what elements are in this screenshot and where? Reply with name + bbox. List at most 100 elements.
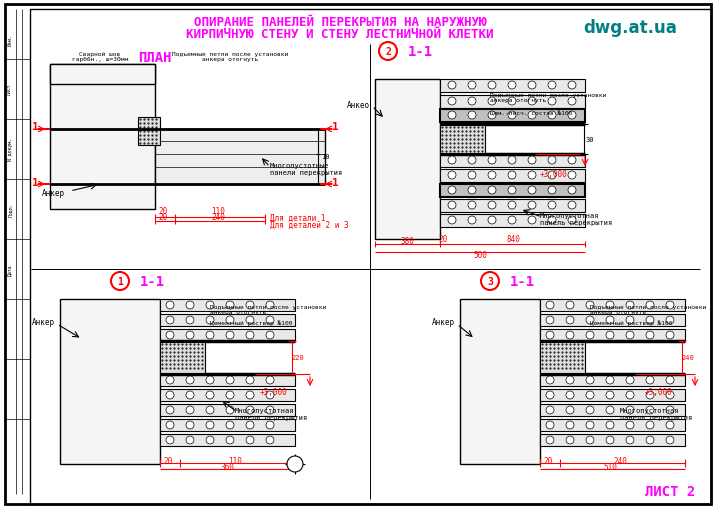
Bar xyxy=(160,374,295,386)
Circle shape xyxy=(606,317,614,324)
Circle shape xyxy=(626,317,634,324)
Circle shape xyxy=(568,216,576,224)
Circle shape xyxy=(568,82,576,90)
Circle shape xyxy=(488,112,496,120)
Circle shape xyxy=(246,331,254,340)
Circle shape xyxy=(468,98,476,106)
Text: Для детали 1: Для детали 1 xyxy=(270,213,326,222)
Circle shape xyxy=(548,202,556,210)
Circle shape xyxy=(546,406,554,414)
Text: Для деталей 2 и 3: Для деталей 2 и 3 xyxy=(270,220,349,229)
Circle shape xyxy=(548,112,556,120)
Circle shape xyxy=(488,216,496,224)
Text: 20: 20 xyxy=(543,457,553,466)
Bar xyxy=(440,215,585,228)
Circle shape xyxy=(266,436,274,444)
Circle shape xyxy=(606,436,614,444)
Bar xyxy=(160,389,295,401)
Circle shape xyxy=(528,82,536,90)
Text: Лист: Лист xyxy=(7,84,12,96)
Circle shape xyxy=(166,406,174,414)
Text: +3,000: +3,000 xyxy=(260,388,288,397)
Bar xyxy=(160,419,295,431)
Circle shape xyxy=(626,301,634,309)
Bar xyxy=(540,329,685,342)
Circle shape xyxy=(568,172,576,180)
Circle shape xyxy=(448,82,456,90)
Circle shape xyxy=(626,376,634,384)
Circle shape xyxy=(626,331,634,340)
Circle shape xyxy=(448,98,456,106)
Text: 110: 110 xyxy=(211,207,225,216)
Circle shape xyxy=(448,172,456,180)
Text: 1: 1 xyxy=(117,276,123,287)
Circle shape xyxy=(206,317,214,324)
Text: Подъемные петли после установки
анкера отогнуть: Подъемные петли после установки анкера о… xyxy=(172,51,288,62)
Circle shape xyxy=(546,331,554,340)
Circle shape xyxy=(206,436,214,444)
Circle shape xyxy=(206,301,214,309)
Bar xyxy=(440,169,585,183)
Circle shape xyxy=(666,421,674,429)
Circle shape xyxy=(606,301,614,309)
Circle shape xyxy=(508,187,516,194)
Circle shape xyxy=(568,157,576,165)
Text: 1: 1 xyxy=(332,122,339,132)
Text: Подп.: Подп. xyxy=(7,203,12,217)
Text: 500: 500 xyxy=(473,251,487,260)
Circle shape xyxy=(468,157,476,165)
Circle shape xyxy=(287,456,303,472)
Circle shape xyxy=(566,421,574,429)
Text: dwg.at.ua: dwg.at.ua xyxy=(583,19,677,37)
Bar xyxy=(540,299,685,312)
Circle shape xyxy=(488,82,496,90)
Text: 380: 380 xyxy=(400,237,414,246)
Circle shape xyxy=(666,376,674,384)
Circle shape xyxy=(666,317,674,324)
Circle shape xyxy=(568,202,576,210)
Circle shape xyxy=(226,376,234,384)
Text: 510: 510 xyxy=(603,463,617,471)
Bar xyxy=(440,110,585,123)
Text: Сварной шов
гарб6н., ш=30мм: Сварной шов гарб6н., ш=30мм xyxy=(72,51,128,62)
Text: ПЛАН: ПЛАН xyxy=(138,51,172,65)
Text: Цементный раствор №100: Цементный раствор №100 xyxy=(590,320,672,325)
Circle shape xyxy=(266,331,274,340)
Circle shape xyxy=(488,98,496,106)
Text: 1: 1 xyxy=(32,122,39,132)
Circle shape xyxy=(468,216,476,224)
Bar xyxy=(440,80,585,93)
Text: N докум.: N докум. xyxy=(7,138,12,161)
Circle shape xyxy=(666,301,674,309)
Circle shape xyxy=(448,112,456,120)
Circle shape xyxy=(568,98,576,106)
Circle shape xyxy=(488,187,496,194)
Circle shape xyxy=(646,421,654,429)
Circle shape xyxy=(246,376,254,384)
Bar xyxy=(540,315,685,326)
Circle shape xyxy=(166,376,174,384)
Circle shape xyxy=(166,331,174,340)
Circle shape xyxy=(548,82,556,90)
Circle shape xyxy=(566,317,574,324)
Circle shape xyxy=(266,301,274,309)
Circle shape xyxy=(586,317,594,324)
Text: 2: 2 xyxy=(385,47,391,57)
Circle shape xyxy=(226,301,234,309)
Circle shape xyxy=(566,301,574,309)
Text: 1-1: 1-1 xyxy=(510,274,535,289)
Text: Анкер: Анкер xyxy=(32,318,55,327)
Text: 20: 20 xyxy=(158,207,168,216)
Circle shape xyxy=(448,157,456,165)
Circle shape xyxy=(226,436,234,444)
Circle shape xyxy=(528,202,536,210)
Bar xyxy=(540,389,685,401)
Circle shape xyxy=(468,172,476,180)
Circle shape xyxy=(606,421,614,429)
Text: 840: 840 xyxy=(506,235,520,244)
Circle shape xyxy=(566,436,574,444)
Text: Многопустотная
панель перекрытия: Многопустотная панель перекрытия xyxy=(235,408,307,420)
Circle shape xyxy=(508,216,516,224)
Circle shape xyxy=(566,406,574,414)
Circle shape xyxy=(546,301,554,309)
